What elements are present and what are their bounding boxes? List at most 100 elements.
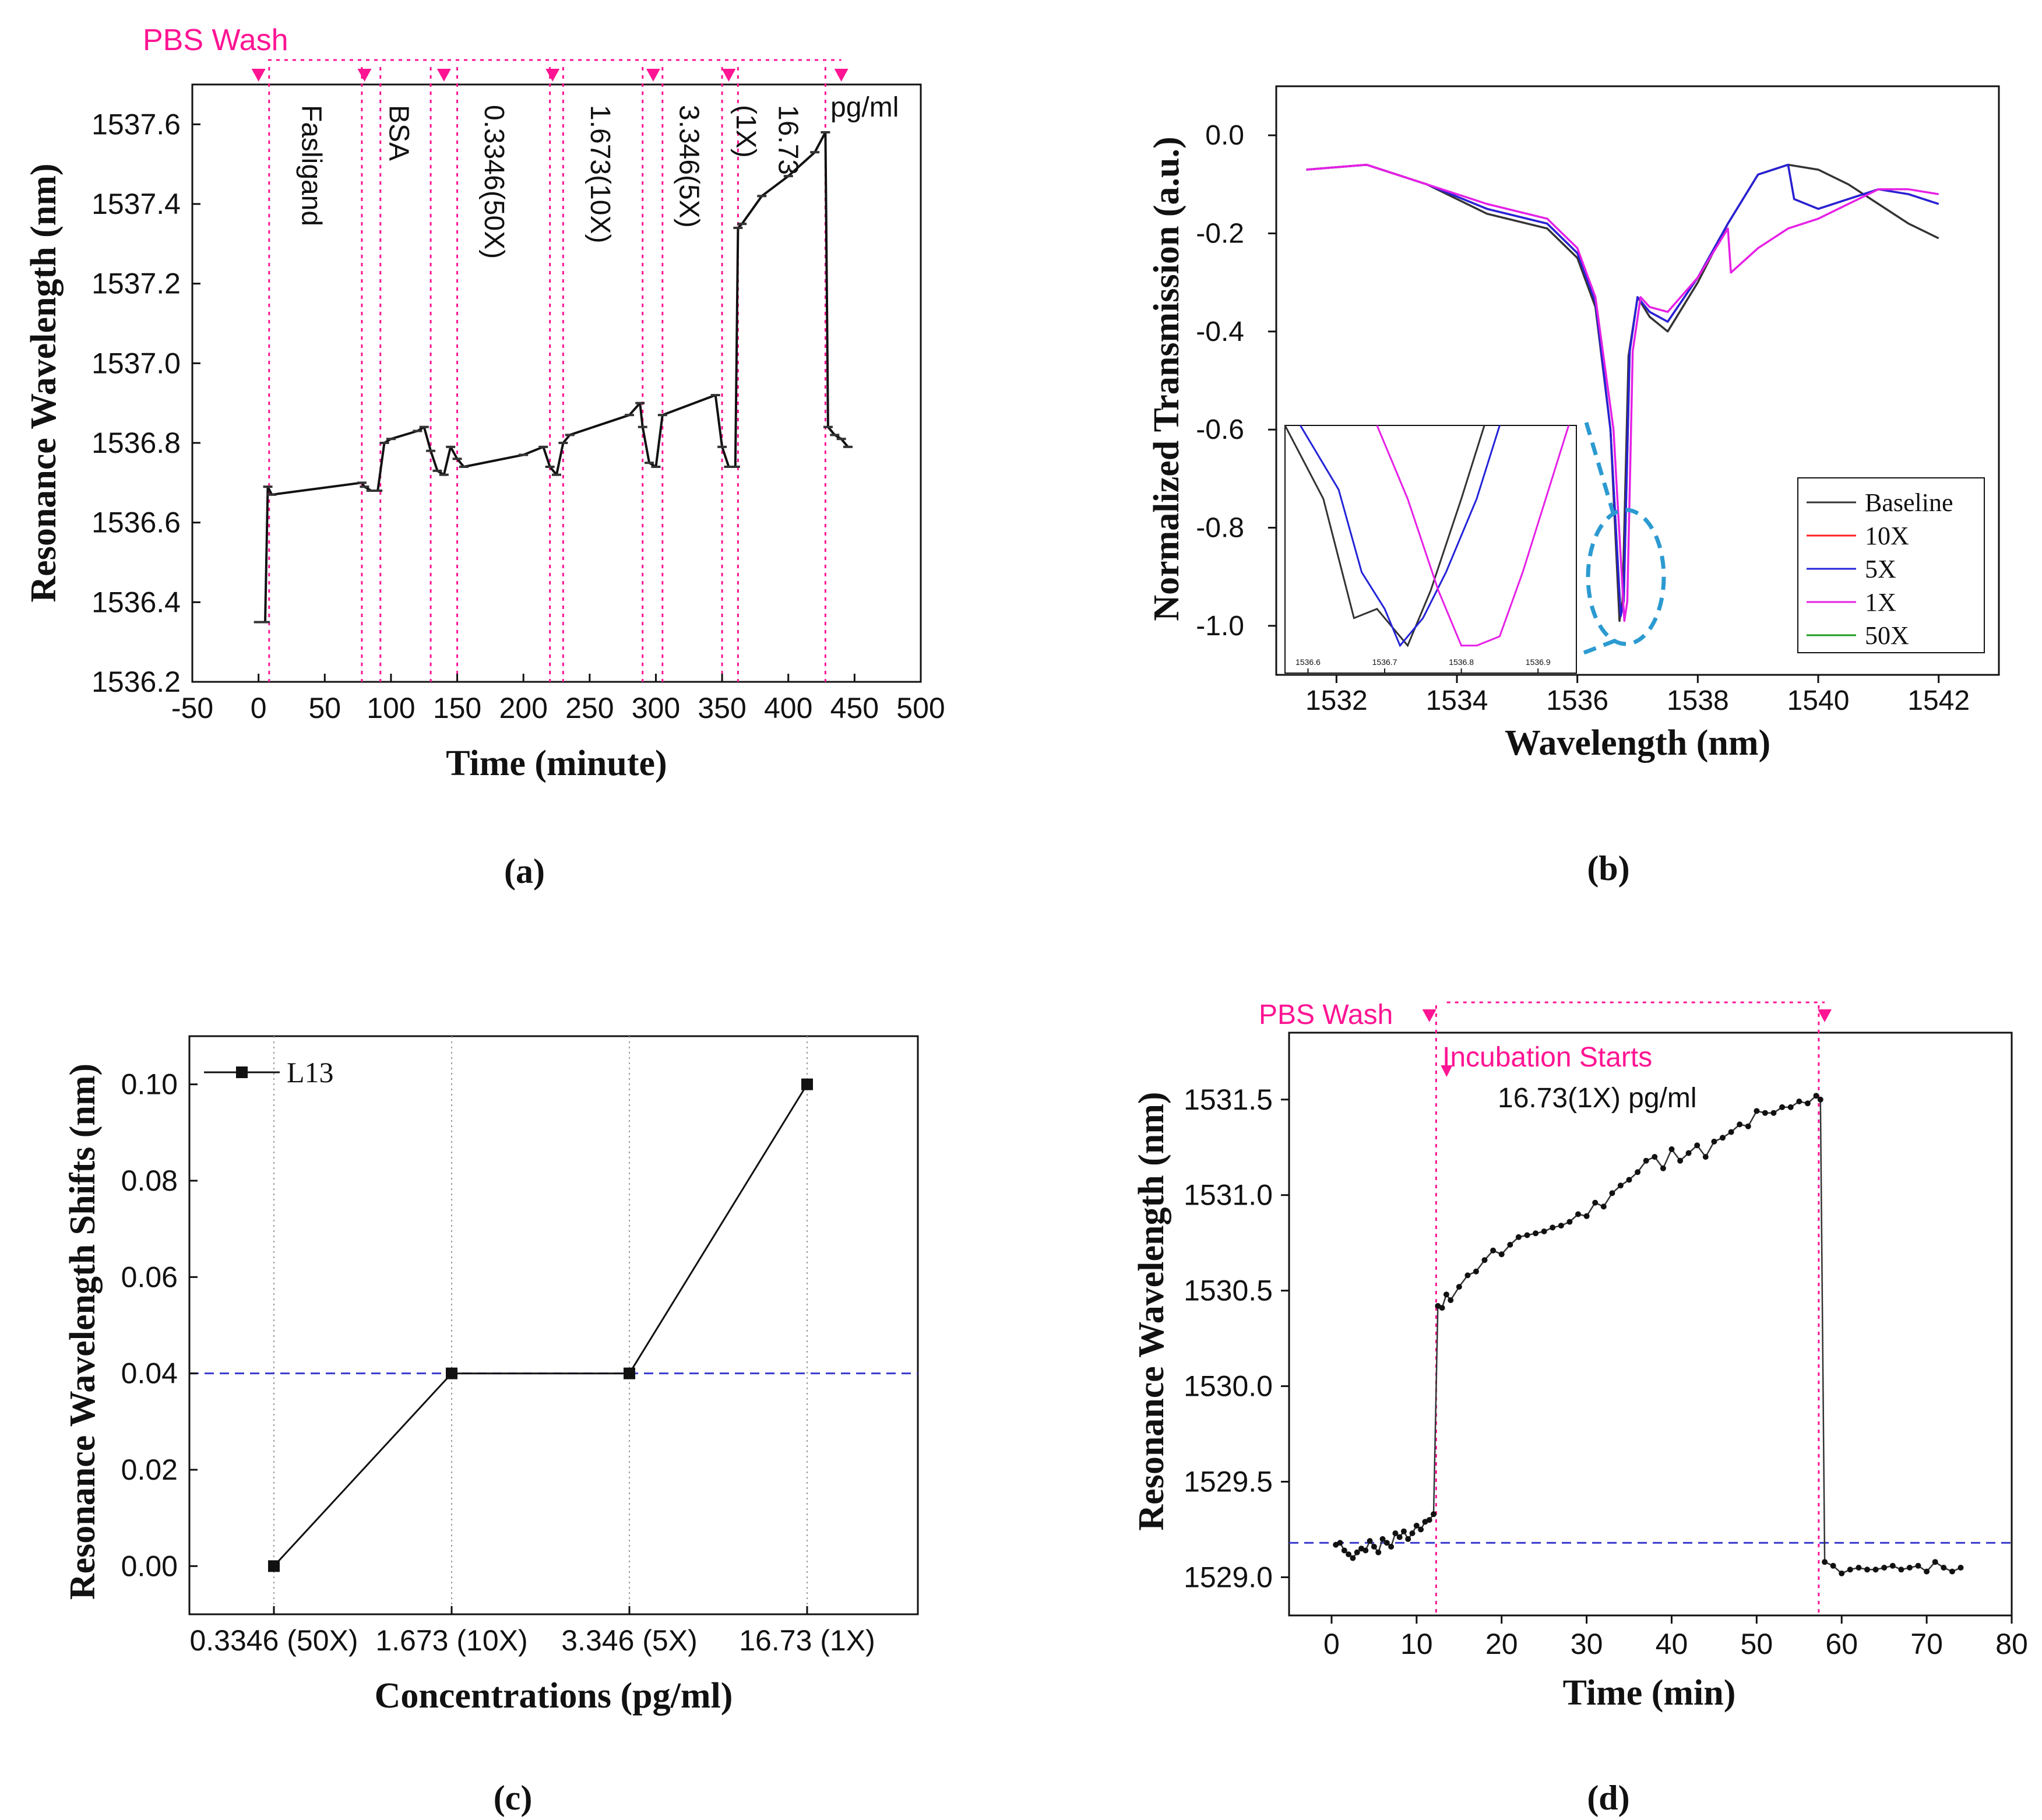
panel-d-x-axis-title: Time (min) [1563, 1673, 1736, 1713]
panel-a-stage-label: 16.73 [773, 105, 804, 175]
panel-a-y-tick-label: 1537.0 [91, 347, 181, 379]
panel-a-trace-point [386, 438, 396, 441]
panel-a-trace-point [733, 227, 743, 229]
panel-d-x-tick-label: 0 [1323, 1628, 1340, 1660]
panel-d-data-point [1341, 1547, 1347, 1554]
panel-a-stage-label: 0.3346(50X) [478, 105, 509, 259]
panel-c-grid [189, 1036, 918, 1614]
panel-a-trace-point [635, 402, 645, 404]
panel-b-legend-label: 50X [1865, 621, 1909, 650]
panel-c-series [268, 1078, 813, 1572]
panel-d-data-point [1817, 1096, 1823, 1103]
panel-d-x-tick-label: 10 [1400, 1628, 1433, 1660]
panel-a-trace-point [459, 466, 469, 468]
panel-d-data-point [1592, 1199, 1599, 1206]
panel-d-data-point [1745, 1123, 1751, 1129]
panel-a-x-tick-label: 100 [367, 692, 415, 724]
panel-a-trace-point [366, 490, 376, 492]
panel-d-y-axis-title: Resonance Wavelength (nm) [1132, 1092, 1171, 1530]
panel-d-data-point [1400, 1528, 1407, 1534]
panel-d-series-line [1335, 1094, 1962, 1575]
panel-a-x-tick-label: 350 [698, 692, 746, 724]
panel-b-x-tick-label: 1540 [1787, 685, 1850, 716]
panel-d-data-point [1481, 1257, 1488, 1263]
panel-d-data-point [1635, 1169, 1641, 1175]
panel-d-data-point [1350, 1555, 1356, 1561]
panel-d-data-point [1405, 1536, 1411, 1542]
panel-b-x-axis-title: Wavelength (nm) [1505, 723, 1770, 763]
panel-c-y-tick-label: 0.02 [121, 1453, 178, 1486]
panel-d-data-point [1550, 1224, 1556, 1231]
panel-c-x-tick-label: 16.73 (1X) [739, 1624, 875, 1657]
panel-d-data-point [1426, 1517, 1432, 1523]
panel-a-wash-marker [545, 69, 560, 82]
panel-a-y-tick-label: 1536.4 [91, 586, 181, 618]
panel-a-trace-point [645, 462, 654, 464]
panel-d-data-point [1431, 1511, 1437, 1518]
panel-d-data-point [1906, 1565, 1913, 1571]
panel-d-data-point [1617, 1182, 1624, 1189]
panel-a-trace-point [426, 449, 436, 452]
panel-d-data-point [1448, 1297, 1454, 1303]
panel-a-trace-point [821, 131, 830, 133]
panel-b-legend-box [1797, 477, 1985, 653]
panel-d-data-point [1694, 1142, 1701, 1149]
panel-c-y-tick-label: 0.10 [121, 1068, 178, 1101]
panel-d-x-tick-label: 50 [1741, 1628, 1773, 1660]
panel-d-data-point [1379, 1536, 1386, 1542]
panel-a-trace-point [538, 445, 548, 448]
panel-a-ticks: -50 0 50 100 150 200 250 300 350 400 450 500 1536.2 1… [91, 108, 945, 724]
panel-c-legend: L13 [204, 1056, 334, 1089]
panel-d-data-point [1932, 1559, 1938, 1565]
panel-d-data-point [1490, 1247, 1497, 1254]
panel-d-x-tick-label: 60 [1825, 1628, 1858, 1660]
panel-a-trace-point [254, 621, 263, 624]
panel-a-pbs-label: PBS Wash [143, 23, 288, 57]
panel-c-data-point [268, 1560, 280, 1572]
panel-d-concentration-label: 16.73(1X) pg/ml [1498, 1083, 1697, 1114]
panel-b-leader-line-bottom [1583, 638, 1618, 655]
panel-a-x-tick-label: 250 [565, 692, 614, 724]
panel-a-x-tick-label: 50 [308, 692, 341, 724]
panel-a-trace-point [717, 445, 727, 448]
panel-a-trace-point [360, 485, 369, 488]
panel-d-data-point [1354, 1549, 1360, 1555]
panel-a-wash-marker [436, 69, 451, 82]
panel-a-y-axis-title: Resonance Wavelength (nm) [24, 163, 64, 602]
panel-b-inset-line-5x [1300, 425, 1501, 647]
panel-c-y-axis-title: Resonance Wavelength Shifts (nm) [63, 1064, 103, 1600]
panel-a-trace-point [625, 414, 634, 417]
panel-b-zoom-ellipse [1586, 508, 1666, 646]
panel-a-y-tick-label: 1537.6 [91, 108, 181, 140]
panel-b-series-line-5x [1306, 163, 1939, 617]
panel-c-y-tick-label: 0.08 [121, 1164, 178, 1197]
panel-a-wash-marker [357, 69, 372, 82]
panel-b-legend-label: 10X [1865, 522, 1909, 550]
panel-a-x-tick-label: 500 [896, 692, 945, 724]
panel-b-inset-tick-label: 1536.9 [1526, 657, 1551, 667]
panel-d-data-point [1804, 1100, 1811, 1107]
panel-d-data-point [1728, 1129, 1734, 1135]
panel-d-x-tick-label: 40 [1656, 1628, 1688, 1660]
panel-a-trace-point [419, 425, 429, 428]
panel-a-trace-point [651, 466, 661, 468]
panel-a-trace-point [558, 442, 568, 444]
panel-b-inset-tick-label: 1536.7 [1372, 657, 1397, 667]
panel-a-label: (a) [504, 852, 545, 890]
panel-d-data-point [1388, 1544, 1395, 1550]
panel-a-stage-label: BSA [383, 105, 414, 161]
panel-d-data-point [1652, 1154, 1658, 1160]
panel-d-data-point [1864, 1566, 1870, 1573]
panel-a-trace-point [757, 195, 767, 198]
panel-b-y-tick-label: 0.0 [1205, 120, 1244, 151]
panel-d-wash-marker [1422, 1009, 1437, 1022]
panel-a-wash-marker [834, 69, 849, 82]
panel-b-y-axis-title: Normalized Transmission (a.u.) [1147, 136, 1187, 621]
panel-b-inset-line-1x [1376, 425, 1570, 647]
panel-d-data-point [1762, 1110, 1768, 1116]
panel-d-data-point [1507, 1241, 1513, 1248]
panel-d-label: (d) [1587, 1779, 1629, 1817]
panel-d-data-point [1779, 1104, 1786, 1110]
panel-a-x-axis-title: Time (minute) [446, 744, 667, 783]
panel-a-wash-marker [721, 69, 736, 82]
